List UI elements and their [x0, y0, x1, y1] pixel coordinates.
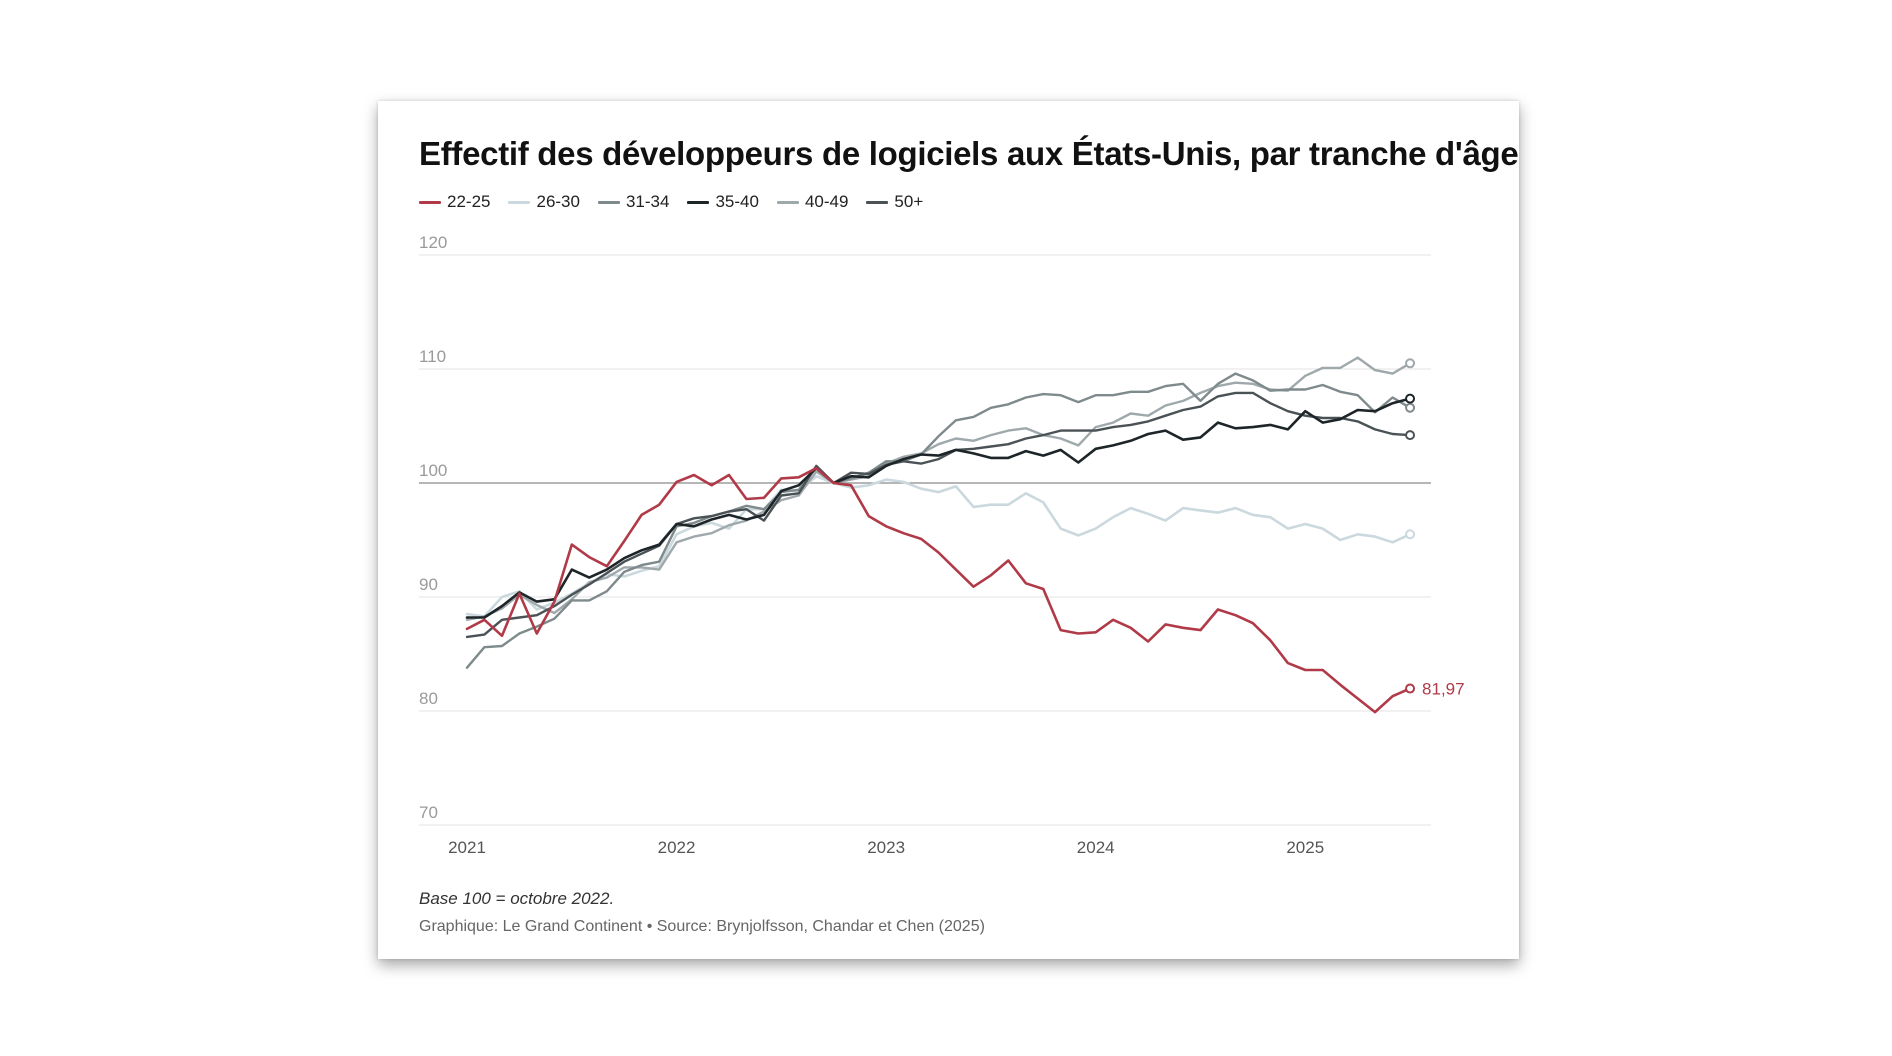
y-tick-label-110: 110 [419, 347, 446, 366]
chart-note: Base 100 = octobre 2022. [419, 889, 615, 908]
series-endpoint-35-40 [1405, 393, 1416, 404]
legend-item-40-49: 40-49 [776, 192, 849, 212]
legend-item-31-34: 31-34 [597, 192, 670, 212]
legend-swatch [597, 200, 620, 204]
x-tick-label-2024: 2024 [1077, 838, 1115, 857]
x-tick-label-2025: 2025 [1286, 838, 1324, 857]
chart-card: Effectif des développeurs de logiciels a… [378, 101, 1519, 959]
series-line-50+ [465, 391, 1412, 639]
legend-label: 35-40 [715, 192, 759, 211]
legend-swatch [866, 200, 889, 204]
legend-swatch [776, 200, 799, 204]
legend-swatch [419, 200, 441, 204]
y-tick-label-100: 100 [419, 461, 447, 480]
series-line-22-25 [465, 466, 1412, 714]
series-endpoint-40-49 [1405, 358, 1416, 369]
y-tick-label-120: 120 [419, 233, 447, 252]
series-endpoint-31-34 [1405, 402, 1416, 413]
series-line-40-49 [465, 356, 1412, 621]
legend-item-26-30: 26-30 [508, 192, 580, 212]
legend-swatch [687, 200, 710, 204]
legend-item-50+: 50+ [866, 192, 923, 212]
series-endpoint-22-25 [1405, 683, 1416, 694]
x-tick-label-2022: 2022 [658, 838, 696, 857]
legend-label: 31-34 [625, 192, 670, 211]
line-chart: 120 110 100 90 80 70 2021 2022 2023 2024 2025 81,97 [419, 233, 1465, 857]
series-endpoint-26-30 [1405, 529, 1416, 540]
series-endpoint-50+ [1405, 430, 1416, 441]
legend-label: 22-25 [447, 192, 491, 211]
legend: 22-25 26-30 31-34 35-40 40-49 50+ [419, 192, 923, 212]
y-tick-label-70: 70 [419, 803, 438, 822]
chart-source: Graphique: Le Grand Continent • Source: … [419, 918, 985, 935]
legend-swatch [508, 200, 531, 204]
chart-title: Effectif des développeurs de logiciels a… [419, 135, 1519, 172]
end-value-label: 81,97 [1422, 680, 1465, 699]
y-tick-label-90: 90 [419, 575, 438, 594]
legend-item-22-25: 22-25 [419, 192, 490, 212]
x-tick-label-2023: 2023 [867, 838, 905, 857]
y-tick-label-80: 80 [419, 689, 438, 708]
legend-label: 50+ [894, 192, 924, 211]
x-tick-label-2021: 2021 [448, 838, 486, 857]
series-line-31-34 [465, 372, 1412, 669]
legend-label: 26-30 [536, 192, 580, 211]
legend-item-35-40: 35-40 [687, 192, 759, 212]
legend-label: 40-49 [804, 192, 849, 211]
series-line-35-40 [465, 397, 1412, 619]
series-line-26-30 [465, 474, 1412, 618]
